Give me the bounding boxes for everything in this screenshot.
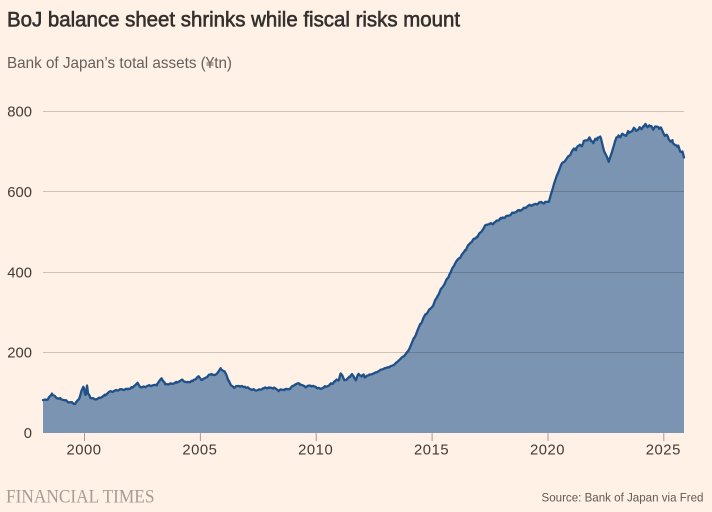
- svg-text:0: 0: [24, 426, 32, 442]
- svg-text:FINANCIAL TIMES: FINANCIAL TIMES: [6, 487, 155, 508]
- svg-text:2025: 2025: [646, 443, 681, 459]
- svg-text:600: 600: [7, 185, 32, 201]
- svg-text:2020: 2020: [530, 443, 565, 459]
- svg-text:BoJ balance sheet shrinks whil: BoJ balance sheet shrinks while fiscal r…: [7, 8, 460, 32]
- svg-text:400: 400: [7, 265, 32, 281]
- svg-text:2005: 2005: [182, 443, 217, 459]
- svg-text:2000: 2000: [66, 443, 101, 459]
- svg-text:Bank of Japan’s total assets (: Bank of Japan’s total assets (¥tn): [7, 55, 232, 72]
- svg-text:2015: 2015: [414, 443, 449, 459]
- svg-text:2010: 2010: [298, 443, 333, 459]
- svg-text:800: 800: [7, 105, 32, 121]
- svg-text:Source: Bank of Japan via Fred: Source: Bank of Japan via Fred: [542, 491, 704, 505]
- svg-text:200: 200: [7, 346, 32, 362]
